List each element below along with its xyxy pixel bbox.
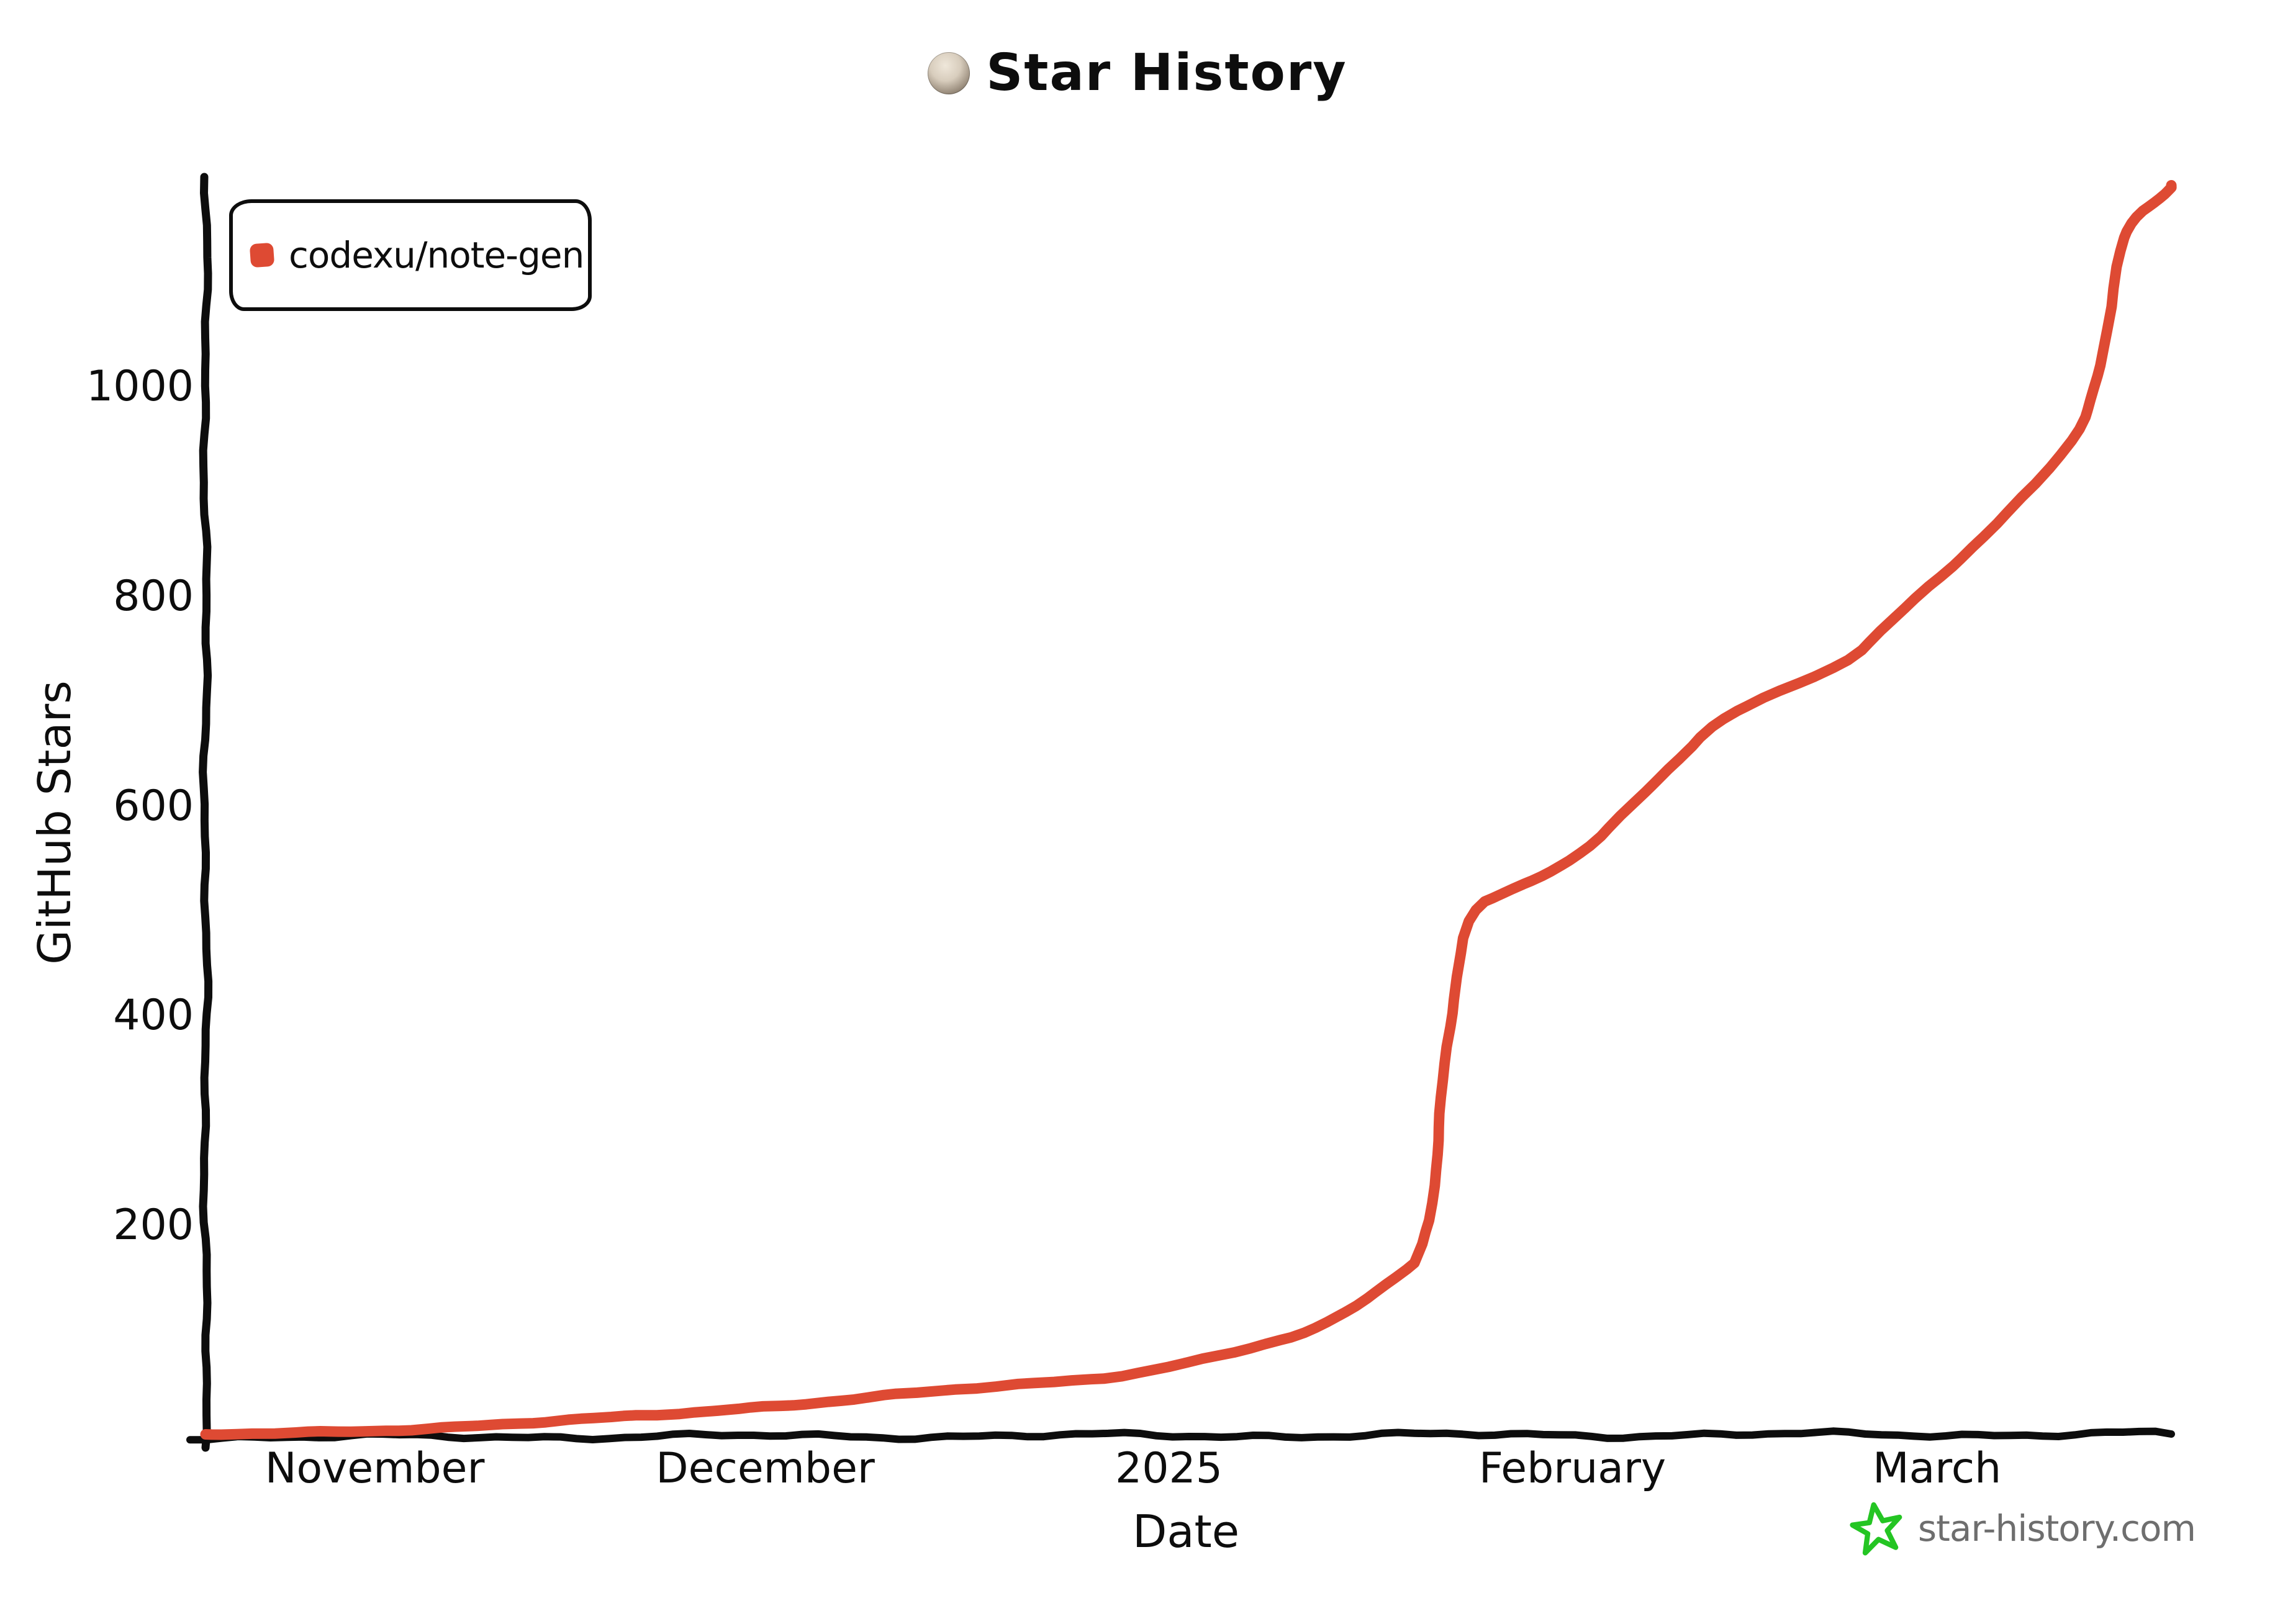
repo-avatar bbox=[928, 52, 970, 94]
watermark: star-history.com bbox=[1848, 1497, 2196, 1559]
x-tick-label: February bbox=[1478, 1444, 1667, 1493]
legend-marker bbox=[249, 242, 275, 268]
y-tick-label: 600 bbox=[113, 781, 194, 831]
x-tick-label: December bbox=[656, 1444, 875, 1493]
legend: codexu/note-gen bbox=[229, 199, 592, 311]
y-axis-line bbox=[199, 173, 213, 1452]
x-tick-label: March bbox=[1872, 1444, 2002, 1493]
watermark-text: star-history.com bbox=[1917, 1507, 2196, 1550]
y-tick-label: 400 bbox=[113, 991, 194, 1040]
x-tick-label: 2025 bbox=[1115, 1444, 1223, 1493]
x-axis-line bbox=[186, 1427, 2175, 1444]
x-tick-label: November bbox=[265, 1444, 485, 1493]
y-tick-label: 200 bbox=[113, 1201, 194, 1250]
y-tick-label: 800 bbox=[113, 571, 194, 621]
chart-header: Star History bbox=[0, 43, 2275, 102]
legend-series-label: codexu/note-gen bbox=[289, 234, 584, 276]
x-axis-title: Date bbox=[1132, 1505, 1240, 1558]
series-line-codexu-note-gen bbox=[200, 180, 2177, 1440]
y-tick-label: 1000 bbox=[86, 361, 194, 411]
page-title: Star History bbox=[986, 43, 1347, 102]
star-icon bbox=[1850, 1502, 1902, 1556]
